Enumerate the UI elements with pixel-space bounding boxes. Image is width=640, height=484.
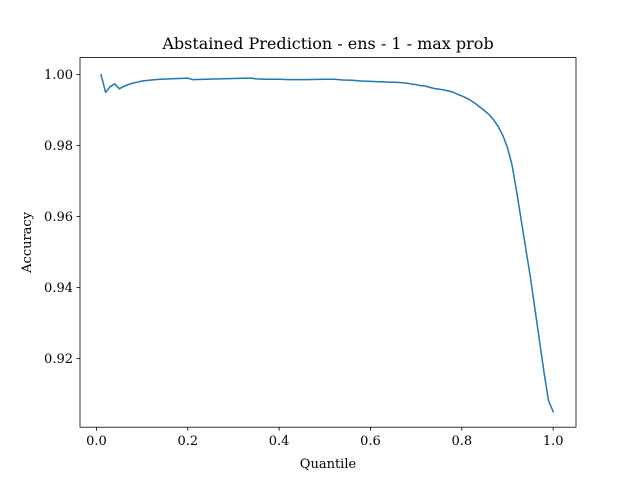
- x-tick-label: 0.2: [177, 434, 198, 449]
- y-tick-label: 0.98: [44, 139, 73, 154]
- y-axis-label: Accuracy: [20, 211, 35, 274]
- y-tick-label: 0.94: [44, 281, 73, 296]
- y-tick-label: 0.96: [44, 210, 73, 225]
- plot-frame: [79, 57, 577, 428]
- ticks-layer: 0.0 0.2 0.4 0.6 0.8 1.0 0.92 0.94 0.96 0.98 1.00: [44, 68, 563, 449]
- series-layer: [100, 73, 555, 413]
- x-tick-label: 1.0: [543, 434, 564, 449]
- y-tick-label: 0.92: [44, 352, 73, 367]
- x-tick-label: 0.0: [86, 434, 107, 449]
- x-axis-label: Quantile: [300, 457, 357, 472]
- series-line: [100, 73, 555, 413]
- x-tick-label: 0.6: [360, 434, 381, 449]
- x-tick-label: 0.4: [269, 434, 290, 449]
- y-tick-label: 1.00: [44, 68, 73, 83]
- x-tick-label: 0.8: [451, 434, 472, 449]
- chart-title: Abstained Prediction - ens - 1 - max pro…: [161, 34, 493, 53]
